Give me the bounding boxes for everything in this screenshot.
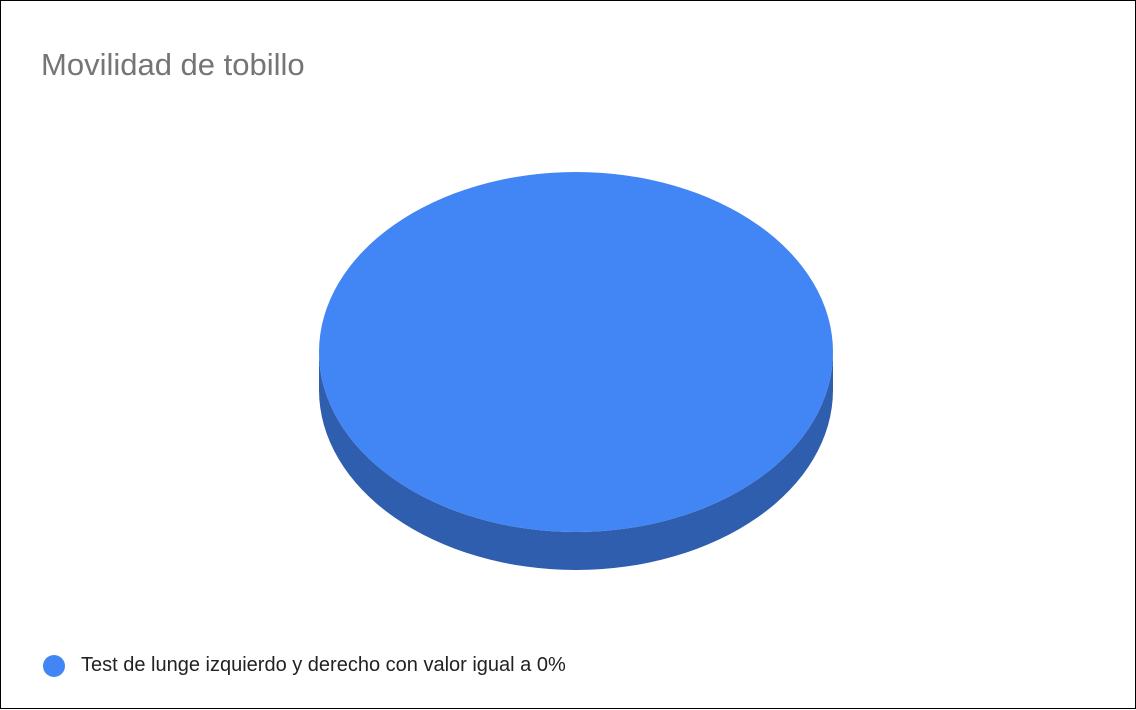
legend: Test de lunge izquierdo y derecho con va… bbox=[43, 654, 566, 677]
chart-title: Movilidad de tobillo bbox=[41, 47, 305, 82]
pie-slice[interactable] bbox=[319, 172, 833, 532]
pie-slice-side bbox=[319, 352, 833, 570]
pie-layer bbox=[319, 172, 833, 570]
legend-label: Test de lunge izquierdo y derecho con va… bbox=[81, 654, 566, 676]
legend-swatch bbox=[43, 654, 65, 677]
